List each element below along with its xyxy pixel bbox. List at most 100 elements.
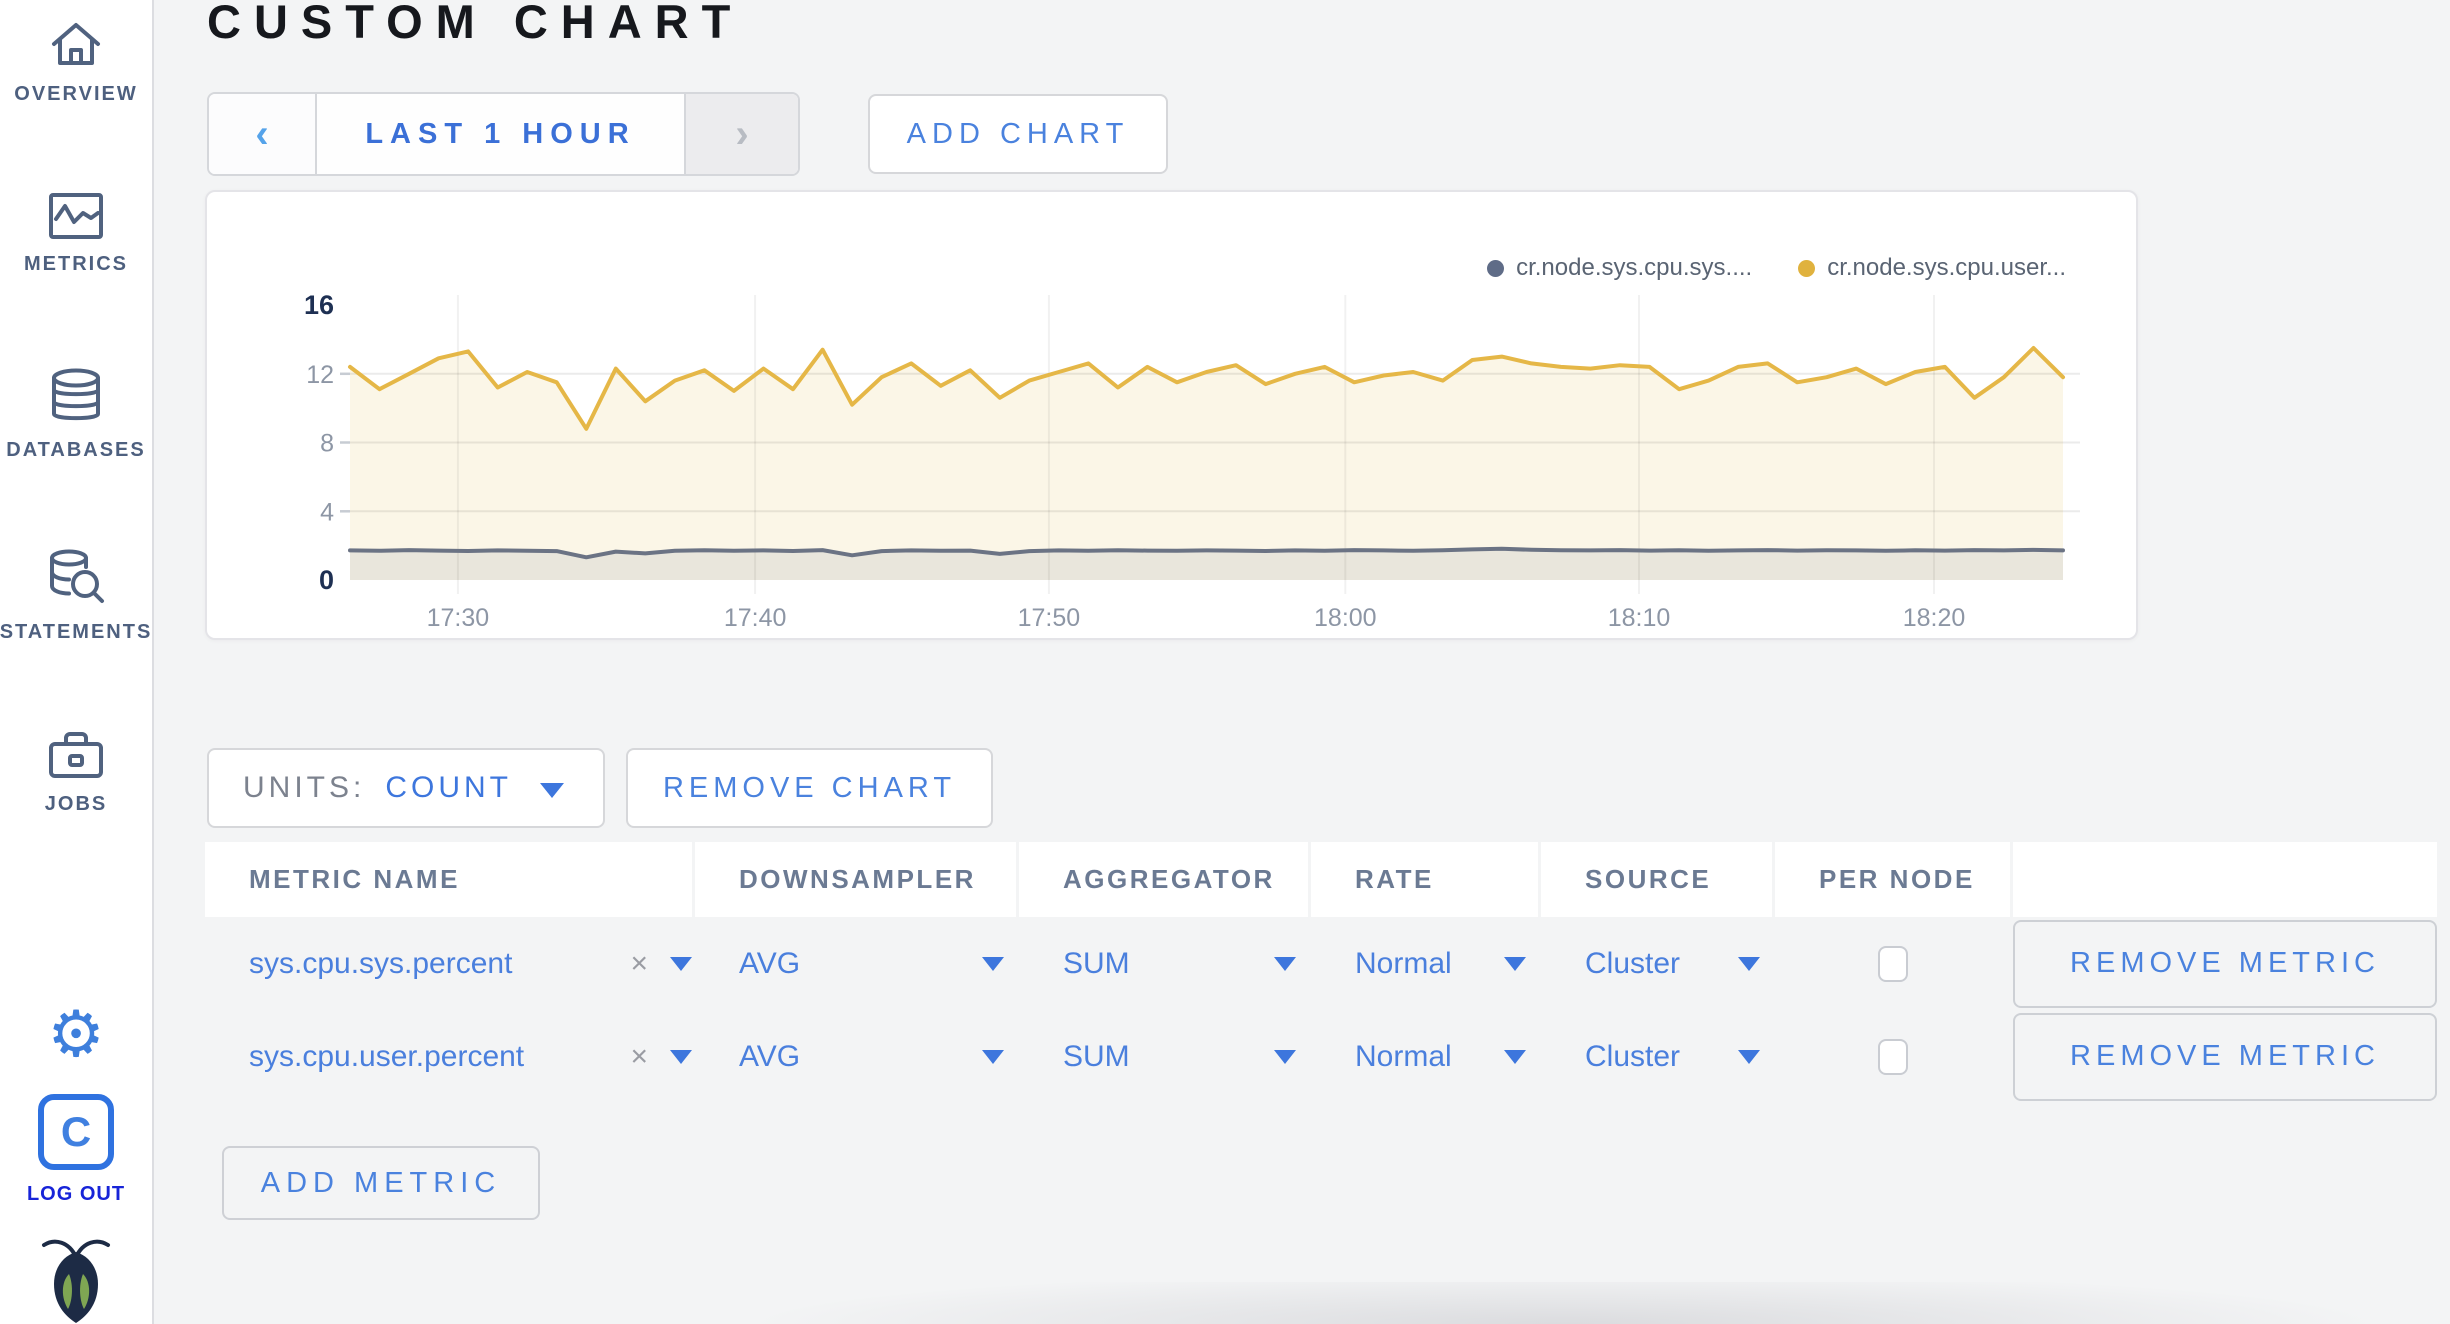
col-downsampler: DOWNSAMPLER [695,842,1016,917]
metrics-table: METRIC NAME DOWNSAMPLER AGGREGATOR RATE … [205,842,2440,1103]
chevron-right-icon: › [735,111,749,156]
downsampler-value: AVG [739,1039,801,1073]
downsampler-value: AVG [739,946,801,980]
remove-metric-button[interactable]: REMOVE METRIC [2013,919,2437,1008]
chevron-down-icon [1738,956,1760,971]
chart-legend: cr.node.sys.cpu.sys.... cr.node.sys.cpu.u… [1487,254,2066,282]
jobs-icon [49,732,103,778]
source-select[interactable]: Cluster [1541,917,1772,1010]
databases-icon [52,368,100,421]
sidebar-item-label: OVERVIEW [14,83,138,105]
remove-metric-button[interactable]: REMOVE METRIC [2013,1012,2437,1101]
sidebar: OVERVIEW METRICS DATABASES [0,0,154,1324]
svg-text:8: 8 [320,430,334,458]
downsampler-select[interactable]: AVG [695,1010,1016,1103]
chevron-down-icon [670,1049,692,1064]
sidebar-item-label: METRICS [24,253,128,275]
metric-name: sys.cpu.sys.percent [249,946,513,980]
svg-text:18:10: 18:10 [1608,604,1671,632]
time-prev-button[interactable]: ‹ [209,94,315,174]
rate-value: Normal [1355,1039,1452,1073]
legend-label: cr.node.sys.cpu.sys.... [1516,254,1753,281]
svg-text:17:40: 17:40 [724,604,787,632]
aggregator-value: SUM [1063,1039,1130,1073]
aggregator-value: SUM [1063,946,1130,980]
legend-dot-icon [1487,259,1505,277]
metrics-icon [49,193,103,239]
logo-letter: C [60,1108,92,1155]
sidebar-item-metrics[interactable]: METRICS [0,192,152,276]
add-chart-button[interactable]: ADD CHART [868,94,1168,174]
svg-text:17:50: 17:50 [1018,604,1081,632]
svg-text:18:00: 18:00 [1314,604,1377,632]
time-range-button[interactable]: LAST 1 HOUR [315,94,684,174]
units-dropdown[interactable]: UNITS: COUNT [207,748,605,828]
gear-icon: ⚙ [47,998,105,1070]
chevron-down-icon [982,956,1004,971]
metric-name-dropdown[interactable]: sys.cpu.sys.percent × [205,917,692,1010]
svg-text:18:20: 18:20 [1903,604,1966,632]
col-metric-name: METRIC NAME [205,842,692,917]
legend-item: cr.node.sys.cpu.sys.... [1487,254,1752,282]
svg-text:16: 16 [304,290,334,320]
add-metric-button[interactable]: ADD METRIC [222,1146,540,1220]
cockroach-logo [0,1230,152,1324]
chevron-down-icon [982,1049,1004,1064]
sidebar-item-logout[interactable]: C LOG OUT [0,1094,152,1206]
time-range-picker: ‹ LAST 1 HOUR › [207,92,800,176]
clear-metric-icon[interactable]: × [630,1039,648,1073]
chevron-down-icon [1504,1049,1526,1064]
source-value: Cluster [1585,1039,1681,1073]
chevron-down-icon [540,782,564,798]
svg-text:17:30: 17:30 [427,604,490,632]
clear-metric-icon[interactable]: × [630,946,648,980]
svg-text:0: 0 [319,565,334,595]
source-value: Cluster [1585,946,1681,980]
chevron-down-icon [1504,956,1526,971]
chart-card: 0 4 8 12 16 17:30 17:40 17:50 18:00 18:10 18:20 cr… [205,190,2138,640]
metric-name-dropdown[interactable]: sys.cpu.user.percent × [205,1010,692,1103]
logout-label: LOG OUT [26,1183,126,1205]
metric-name: sys.cpu.user.percent [249,1039,525,1073]
col-rate: RATE [1311,842,1538,917]
svg-text:4: 4 [320,498,334,526]
chevron-down-icon [1274,1049,1296,1064]
aggregator-select[interactable]: SUM [1019,917,1308,1010]
remove-chart-button[interactable]: REMOVE CHART [626,748,993,828]
home-icon [52,23,100,65]
col-source: SOURCE [1541,842,1772,917]
table-header: METRIC NAME DOWNSAMPLER AGGREGATOR RATE … [205,842,2440,917]
svg-text:12: 12 [306,361,334,389]
sidebar-item-jobs[interactable]: JOBS [0,730,152,816]
rate-select[interactable]: Normal [1311,1010,1538,1103]
metric-row: sys.cpu.user.percent × AVG SUM Normal [205,1010,2440,1103]
statements-icon [50,549,104,603]
sidebar-item-settings[interactable]: ⚙ [0,1002,152,1066]
legend-label: cr.node.sys.cpu.user... [1827,254,2066,281]
units-label: UNITS: [243,771,366,804]
cockroach-c-logo-icon: C [38,1094,114,1170]
sidebar-item-databases[interactable]: DATABASES [0,368,152,462]
downsampler-select[interactable]: AVG [695,917,1016,1010]
page-title: CUSTOM CHART [207,0,744,48]
chevron-down-icon [1738,1049,1760,1064]
aggregator-select[interactable]: SUM [1019,1010,1308,1103]
rate-value: Normal [1355,946,1452,980]
col-actions [2013,842,2437,917]
time-next-button[interactable]: › [684,94,798,174]
per-node-checkbox[interactable] [1877,945,1908,982]
sidebar-item-statements[interactable]: STATEMENTS [0,548,152,644]
main-content: CUSTOM CHART ‹ LAST 1 HOUR › ADD CHART 0… [205,0,2450,1324]
per-node-checkbox[interactable] [1877,1038,1908,1075]
rate-select[interactable]: Normal [1311,917,1538,1010]
units-value: COUNT [385,771,512,804]
sidebar-item-overview[interactable]: OVERVIEW [0,16,152,106]
chevron-down-icon [1274,956,1296,971]
legend-dot-icon [1798,259,1816,277]
sidebar-item-label: STATEMENTS [0,621,153,643]
cockroach-bug-icon [42,1239,110,1323]
legend-item: cr.node.sys.cpu.user... [1798,254,2066,282]
source-select[interactable]: Cluster [1541,1010,1772,1103]
chevron-left-icon: ‹ [255,111,269,156]
